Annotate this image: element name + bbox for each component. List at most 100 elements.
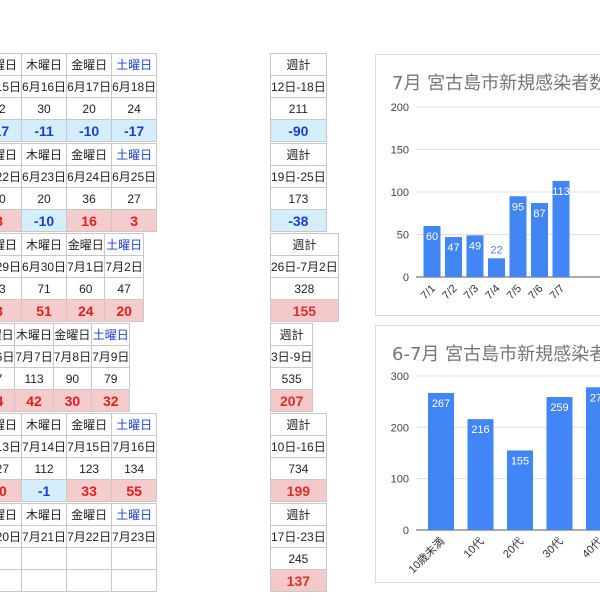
count-cell: 43	[0, 277, 23, 300]
diff-cell: 33	[66, 479, 113, 502]
header-saturday: 土曜日	[111, 503, 158, 526]
table-row: 水曜日木曜日金曜日土曜日	[0, 323, 131, 346]
bar	[586, 387, 600, 530]
bar	[428, 392, 454, 530]
date-cell: 7月21日	[21, 525, 68, 548]
data-label: 267	[432, 398, 450, 410]
day-header: 水曜日	[0, 53, 23, 76]
weekly-total-table: 週計 10日-16日 734 199	[270, 413, 327, 502]
day-header: 水曜日	[0, 143, 23, 166]
diff-cell: 40	[0, 479, 23, 502]
total-range: 26日-7月2日	[270, 255, 339, 278]
daily-table: 水曜日木曜日金曜日土曜日7月20日7月21日7月22日7月23日	[0, 503, 158, 592]
bar	[488, 258, 505, 277]
count-cell: 40	[0, 187, 23, 210]
date-cell: 6月18日	[111, 75, 158, 98]
bar	[423, 226, 441, 277]
date-cell: 7月9日	[91, 345, 131, 368]
header-saturday: 土曜日	[91, 323, 131, 346]
total-range: 19日-25日	[270, 165, 327, 188]
data-label: 95	[512, 201, 524, 213]
diff-cell: -10	[21, 209, 68, 232]
day-header: 木曜日	[21, 233, 68, 256]
total-diff: -38	[270, 209, 327, 232]
count-cell: 30	[21, 97, 68, 120]
total-diff: 207	[269, 389, 314, 412]
date-cell: 6月23日	[21, 165, 68, 188]
diff-cell: 55	[111, 479, 158, 502]
y-tick-label: 100	[391, 474, 409, 486]
count-cell: 71	[21, 277, 68, 300]
day-header: 金曜日	[66, 143, 113, 166]
date-cell: 7月22日	[66, 525, 113, 548]
count-cell	[21, 547, 68, 570]
table-row	[0, 547, 158, 570]
table-row: 44423032	[0, 389, 131, 412]
bar	[445, 237, 462, 277]
diff-cell: 8	[0, 209, 23, 232]
count-cell: 134	[111, 457, 158, 480]
diff-cell: 3	[0, 299, 23, 322]
date-cell: 7月2日	[104, 255, 144, 278]
count-cell: 20	[21, 187, 68, 210]
date-cell: 6月25日	[111, 165, 158, 188]
count-cell: 113	[14, 367, 54, 390]
y-tick-label: 300	[391, 371, 409, 383]
header-saturday: 土曜日	[111, 413, 158, 436]
date-cell: 7月15日	[66, 435, 113, 458]
table-row: 7月13日7月14日7月15日7月16日	[0, 435, 158, 458]
diff-cell: 3	[111, 209, 158, 232]
total-header: 週計	[270, 413, 327, 436]
diff-cell: 24	[66, 299, 106, 322]
data-label: 60	[426, 231, 438, 243]
table-row: 127112123134	[0, 457, 158, 480]
data-label: 216	[471, 424, 489, 436]
count-cell: 90	[52, 367, 93, 390]
table-row: 19日-25日	[270, 165, 327, 188]
table-row: 週計	[270, 53, 327, 76]
bar	[552, 180, 570, 277]
date-cell: 7月6日	[0, 345, 16, 368]
date-cell: 7月14日	[21, 435, 68, 458]
table-row	[0, 569, 158, 592]
diff-cell: -17	[111, 119, 158, 142]
diff-cell: -1	[21, 479, 68, 502]
total-diff: 199	[270, 479, 327, 502]
date-cell: 6月24日	[66, 165, 113, 188]
total-diff: -90	[270, 119, 327, 142]
y-tick-label: 50	[397, 230, 409, 242]
date-cell: 7月7日	[14, 345, 54, 368]
x-tick-label: 40代	[579, 535, 600, 561]
weekly-total-table: 週計 12日-18日 211 -90	[270, 53, 327, 142]
x-tick-label: 7/6	[526, 283, 545, 302]
total-header: 週計	[270, 53, 327, 76]
day-header: 水曜日	[0, 503, 23, 526]
header-saturday: 土曜日	[111, 143, 158, 166]
table-row: 734	[270, 457, 327, 480]
total-header: 週計	[269, 323, 314, 346]
bar	[507, 450, 533, 530]
count-cell: 20	[66, 97, 113, 120]
table-row: 10日-16日	[270, 435, 327, 458]
table-row: 3日-9日	[269, 345, 314, 368]
y-tick-label: 150	[391, 145, 409, 157]
diff-cell: -10	[66, 119, 113, 142]
data-label: 22	[490, 244, 502, 256]
count-cell: 87	[0, 367, 16, 390]
total-count: 173	[270, 187, 327, 210]
x-tick-label: 10歳未満	[406, 535, 447, 576]
diff-cell: 32	[91, 389, 131, 412]
diff-cell	[111, 569, 158, 592]
count-cell: 24	[111, 97, 158, 120]
table-row: 週計	[269, 323, 314, 346]
count-cell: 123	[66, 457, 113, 480]
daily-table: 水曜日木曜日金曜日土曜日7月13日7月14日7月15日7月16日12711212…	[0, 413, 158, 502]
table-row: 137	[270, 569, 327, 592]
date-cell: 6月17日	[66, 75, 113, 98]
diff-cell: 20	[104, 299, 144, 322]
count-cell	[0, 547, 23, 570]
day-header: 木曜日	[21, 413, 68, 436]
diff-cell: 44	[0, 389, 16, 412]
